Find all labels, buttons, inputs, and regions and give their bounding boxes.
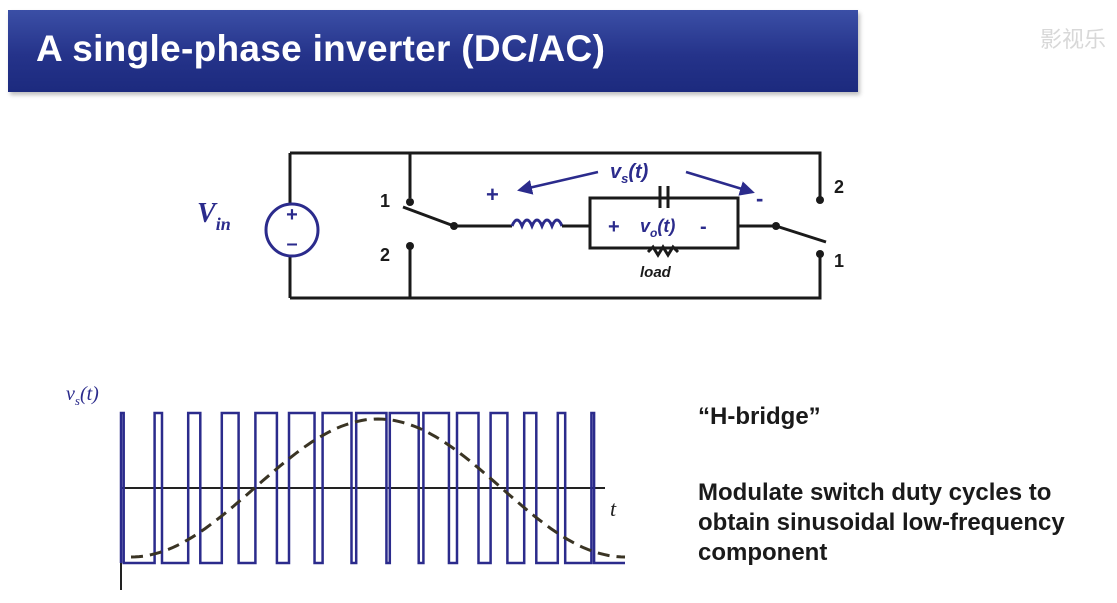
source-minus: – — [286, 233, 297, 255]
vin-v: V — [197, 198, 218, 229]
right-pivot — [772, 222, 780, 230]
right-switch-blade — [775, 224, 827, 244]
vin-sub: in — [216, 214, 231, 234]
left-contact-1 — [406, 198, 414, 206]
load-resistor — [646, 244, 680, 258]
vs-v: v — [610, 161, 623, 183]
right-contact-2 — [816, 196, 824, 204]
watermark: 影视乐 — [1040, 28, 1107, 53]
sinusoidal-average-curve — [130, 417, 626, 559]
waveform-plot: vs(t) t — [66, 383, 626, 590]
vs-annotation: vs(t) + - — [486, 161, 763, 211]
description-text: Modulate switch duty cycles to obtain si… — [698, 479, 1065, 566]
vo-sub: o — [650, 226, 657, 240]
left-contact-2 — [406, 242, 414, 250]
switch-contacts — [406, 196, 824, 258]
title-bar: A single-phase inverter (DC/AC) — [8, 10, 858, 92]
vin-label: Vin — [197, 198, 231, 234]
top-rail — [290, 151, 822, 200]
right-contact-1 — [816, 250, 824, 258]
vo-minus: - — [700, 216, 707, 238]
right-switch-top-number: 2 — [834, 177, 844, 197]
vo-annotation: + vo(t) - load — [608, 216, 707, 281]
inverter-circuit — [288, 151, 827, 300]
vo-arg: (t) — [657, 216, 675, 236]
inductor — [510, 218, 564, 230]
vs-minus: - — [756, 186, 763, 211]
vs-arrow-right — [685, 170, 755, 196]
wave-y-arg: (t) — [80, 383, 99, 405]
vs-circuit-label: vs(t) — [610, 161, 649, 186]
h-bridge-label: “H-bridge” — [698, 403, 821, 430]
left-pivot — [450, 222, 458, 230]
vs-sub: s — [621, 171, 628, 186]
slide-title: A single-phase inverter (DC/AC) — [36, 28, 606, 69]
source-plus: + — [286, 204, 298, 226]
bottom-rail — [290, 258, 822, 300]
pwm-pulse-train — [119, 411, 625, 565]
vo-v: v — [640, 216, 651, 236]
vs-arrow-left — [517, 170, 599, 195]
wave-y-sub: s — [75, 393, 80, 408]
waveform-y-label: vs(t) — [66, 383, 99, 408]
wave-y-v: v — [66, 383, 75, 405]
right-switch-bottom-number: 1 — [834, 251, 844, 271]
left-switch-bottom-number: 2 — [380, 245, 390, 265]
vo-plus: + — [608, 216, 620, 238]
voltage-source — [264, 202, 320, 258]
vo-circuit-label: vo(t) — [640, 216, 675, 240]
load-label: load — [640, 264, 672, 281]
left-switch-top-number: 1 — [380, 191, 390, 211]
vs-plus: + — [486, 182, 499, 207]
capacitor-plates — [658, 186, 670, 208]
vs-arg: (t) — [628, 161, 648, 183]
left-switch-blade — [402, 205, 455, 228]
waveform-x-label: t — [610, 496, 617, 521]
